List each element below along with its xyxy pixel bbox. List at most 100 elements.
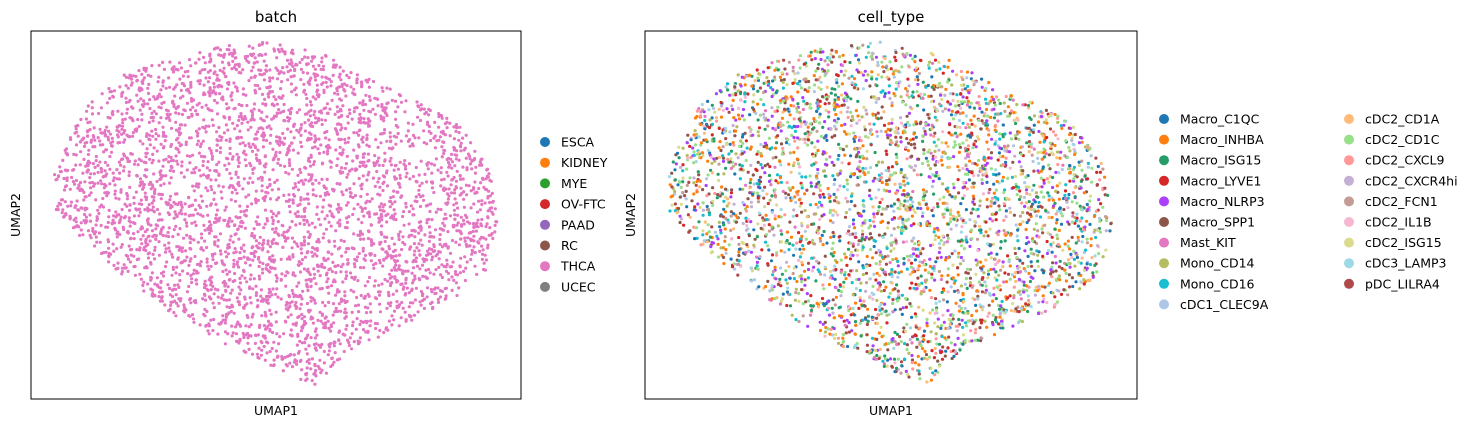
scatter-point [431,255,435,259]
scatter-point [404,167,408,171]
scatter-point [360,80,364,84]
scatter-point [252,236,256,240]
scatter-point [900,121,904,125]
scatter-point [334,271,338,275]
scatter-point [114,196,118,200]
scatter-point [823,59,827,63]
scatter-point [945,280,949,284]
scatter-point [61,208,65,212]
scatter-point [760,248,764,252]
scatter-point [218,150,222,154]
scatter-point [130,152,134,156]
scatter-point [426,203,430,207]
scatter-point [833,277,837,281]
scatter-point [238,251,242,255]
scatter-point [331,313,335,317]
scatter-point [469,189,473,193]
scatter-point [258,277,262,281]
scatter-point [116,230,120,234]
scatter-point [446,160,451,165]
scatter-point [153,192,157,196]
scatter-point [345,154,349,158]
scatter-point [324,136,328,140]
scatter-point [226,332,230,336]
scatter-point [196,212,200,216]
scatter-point [224,250,228,254]
scatter-point [388,276,392,280]
scatter-point [1019,306,1024,310]
scatter-point [453,217,457,221]
scatter-point [145,132,149,136]
scatter-point [99,170,104,174]
scatter-point [401,306,405,310]
scatter-point [759,163,763,167]
scatter-point [99,106,103,110]
scatter-point [132,265,136,269]
scatter-point [59,198,64,202]
scatter-point [199,194,203,198]
scatter-point [1036,253,1040,257]
scatter-point [127,173,131,178]
scatter-point [372,242,376,246]
scatter-point [125,191,129,196]
scatter-point [151,158,155,162]
scatter-point [755,287,759,291]
scatter-point [196,139,200,143]
scatter-point [321,300,325,305]
scatter-point [782,58,786,62]
scatter-point [159,95,163,99]
scatter-point [401,240,405,245]
scatter-point [362,108,366,112]
scatter-point [143,230,147,234]
scatter-point [202,312,206,316]
scatter-point [339,238,343,242]
scatter-point [168,307,172,311]
scatter-point [382,119,386,123]
scatter-point [417,249,421,253]
scatter-point [236,136,240,140]
scatter-point [333,244,337,248]
scatter-point [385,220,389,224]
scatter-point [222,131,226,135]
scatter-point [356,303,361,307]
scatter-point [279,297,283,301]
scatter-point [317,93,321,97]
scatter-point [120,94,124,98]
scatter-point [185,168,189,172]
scatter-point [411,266,416,270]
scatter-point [1011,324,1015,328]
scatter-point [156,94,160,98]
scatter-point [138,177,143,181]
scatter-point [422,141,426,145]
scatter-point [1059,292,1064,296]
scatter-point [210,109,214,113]
legend-marker [540,240,550,251]
scatter-point [253,137,257,141]
scatter-point [224,268,228,272]
scatter-point [395,300,399,304]
scatter-point [130,81,134,85]
scatter-point [88,213,92,217]
scatter-point [468,244,472,248]
scatter-point [322,184,326,188]
scatter-point [280,140,284,144]
scatter-point [242,243,246,247]
scatter-point [477,199,481,203]
plot-frame-batch [30,30,522,400]
scatter-point [403,310,407,314]
scatter-point [274,214,278,218]
scatter-point [977,95,981,99]
scatter-point [491,199,495,203]
scatter-point [244,261,248,265]
scatter-point [869,55,873,59]
scatter-point [852,139,857,144]
scatter-point [849,250,854,254]
scatter-point [158,218,162,222]
scatter-point [272,340,276,344]
scatter-point [318,287,322,291]
scatter-point [232,223,237,228]
scatter-point [86,229,91,233]
scatter-point [207,295,211,299]
scatter-point [824,157,829,161]
scatter-point [154,132,158,136]
